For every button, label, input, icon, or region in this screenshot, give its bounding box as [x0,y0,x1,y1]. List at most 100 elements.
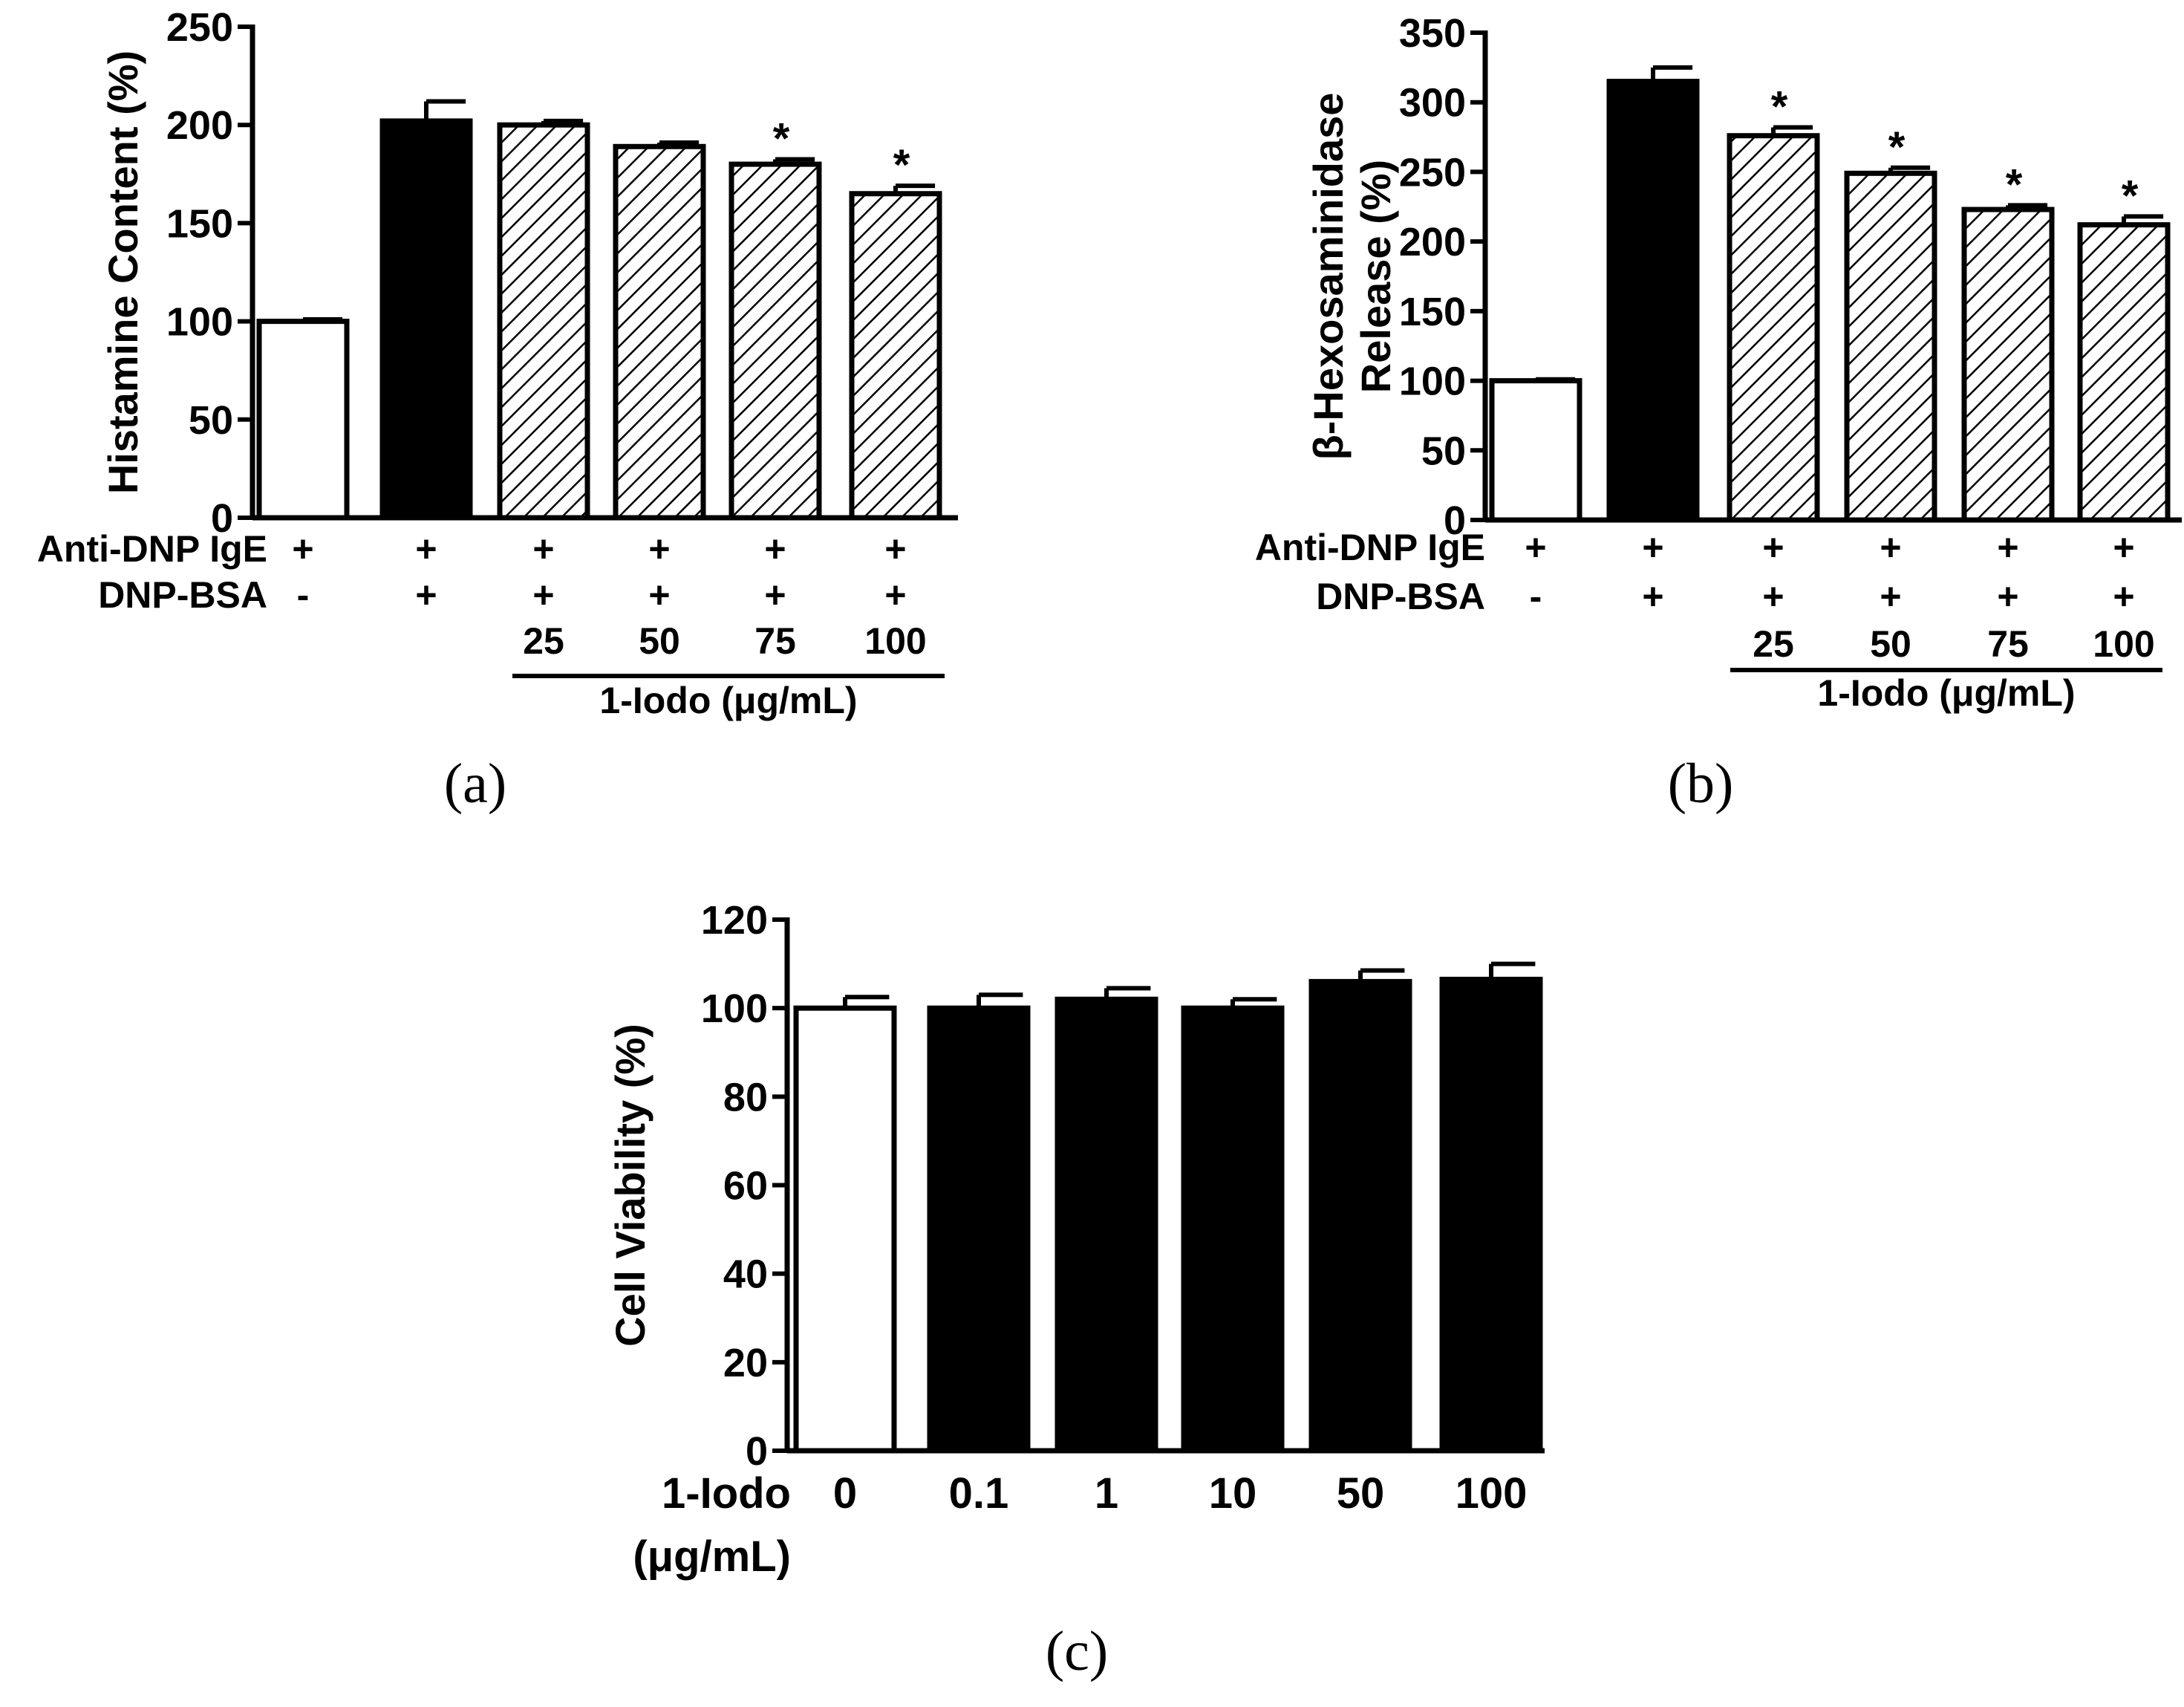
row-value: + [1642,527,1663,568]
row-value: + [1762,576,1784,617]
x-tick-label: 100 [1456,1469,1528,1518]
x-tick-label: 1 [1095,1469,1118,1518]
panel-label: (c) [1046,1620,1108,1682]
row-value: + [532,574,554,616]
row-value: + [1997,576,2018,617]
row-value: 100 [864,620,926,662]
chart-c: 0 20 40 60 80 100 120 Cell Viability (%) 0 0.1 1 10… [607,898,1545,1682]
panel-label: (b) [1668,752,1734,815]
row-value: 25 [523,620,564,662]
bar [849,191,942,521]
x-tick-label: 50 [1337,1469,1385,1518]
y-tick-label: 300 [1399,81,1466,126]
row-value: + [1762,527,1784,568]
significance-marker: * [2122,172,2139,220]
significance-marker: * [1888,123,1906,172]
row-value: + [648,528,670,570]
row-value: + [1525,527,1546,568]
x-tick-label: 0 [833,1469,857,1518]
bar [1961,207,2055,523]
row-value: + [1880,527,1901,568]
row-value: + [2113,527,2134,568]
bar [497,122,590,521]
row-value: - [297,574,310,616]
bar [793,1005,897,1454]
row-value: + [884,528,906,570]
y-tick-label: 40 [723,1252,768,1297]
significance-marker: * [893,141,910,189]
significance-marker: * [773,114,790,163]
row-value: 75 [1987,623,2029,665]
row-value: + [1642,576,1663,617]
bar [927,1005,1031,1454]
y-tick-label: 60 [723,1164,768,1209]
row-value: 50 [1870,623,1911,665]
x-axis-title-line: 1-Iodo [662,1469,791,1518]
bar [2077,222,2171,523]
row-value: + [415,574,437,616]
x-tick-label: 10 [1209,1469,1257,1518]
y-tick-label: 100 [166,300,233,345]
bar [1844,170,1937,523]
row-label: Anti-DNP IgE [1255,527,1485,568]
row-value: + [1880,576,1901,617]
bar [379,118,473,521]
row-value: - [1530,576,1542,617]
y-tick-label: 200 [1399,220,1466,264]
y-tick-label: 120 [701,898,768,943]
y-tick-label: 20 [723,1341,768,1385]
y-axis-title: Histamine Content (%) [100,51,146,494]
x-axis-title-line: (μg/mL) [633,1532,791,1581]
bar [728,161,822,521]
row-label: DNP-BSA [1316,576,1485,617]
row-value: + [764,574,786,616]
row-value: + [2113,576,2134,617]
row-value: + [884,574,906,616]
bar [1727,133,1820,523]
y-tick-label: 250 [166,5,233,50]
row-value: + [1997,527,2018,568]
group-label: 1-Iodo (μg/mL) [1817,672,2075,714]
bar [1308,978,1412,1454]
bar [613,143,706,521]
y-axis-title-line: β-Hexosaminidase [1305,93,1352,461]
bar [1439,976,1543,1454]
row-value: + [648,574,670,616]
y-tick-label: 50 [1421,429,1466,473]
row-value: 100 [2093,623,2154,665]
y-tick-label: 50 [189,398,233,443]
row-label: DNP-BSA [98,574,267,616]
y-tick-label: 0 [1444,498,1466,543]
y-tick-label: 100 [701,986,768,1031]
row-value: 25 [1753,623,1794,665]
bar [1489,378,1582,523]
bar [1054,996,1158,1454]
bar [256,319,350,521]
y-tick-label: 150 [1399,290,1466,334]
chart-b: * * * * 0 50 100 150 200 250 300 350 β-Hexosaminidas… [1255,11,2182,815]
panel-label: (a) [444,752,506,815]
group-label: 1-Iodo (μg/mL) [599,680,857,721]
row-value: + [415,528,437,570]
bar [1606,79,1700,523]
row-label: Anti-DNP IgE [37,528,267,570]
y-tick-label: 150 [166,201,233,246]
y-tick-label: 80 [723,1075,768,1119]
row-value: + [764,528,786,570]
row-value: + [292,528,313,570]
significance-marker: * [1771,82,1788,131]
y-tick-label: 0 [746,1429,768,1474]
y-tick-label: 0 [211,496,233,541]
y-axis-title-line: Release (%) [1352,160,1399,393]
bar [1181,1005,1285,1454]
significance-marker: * [2006,160,2023,209]
x-tick-label: 0.1 [949,1469,1009,1518]
y-tick-label: 350 [1399,11,1466,56]
row-value: + [532,528,554,570]
y-axis-title: Cell Viability (%) [607,1024,653,1347]
row-value: 75 [754,620,796,662]
y-tick-label: 200 [166,103,233,148]
y-tick-label: 250 [1399,150,1466,195]
chart-a: * * 0 50 100 150 200 250 Histamine Content (%) An… [37,5,958,815]
